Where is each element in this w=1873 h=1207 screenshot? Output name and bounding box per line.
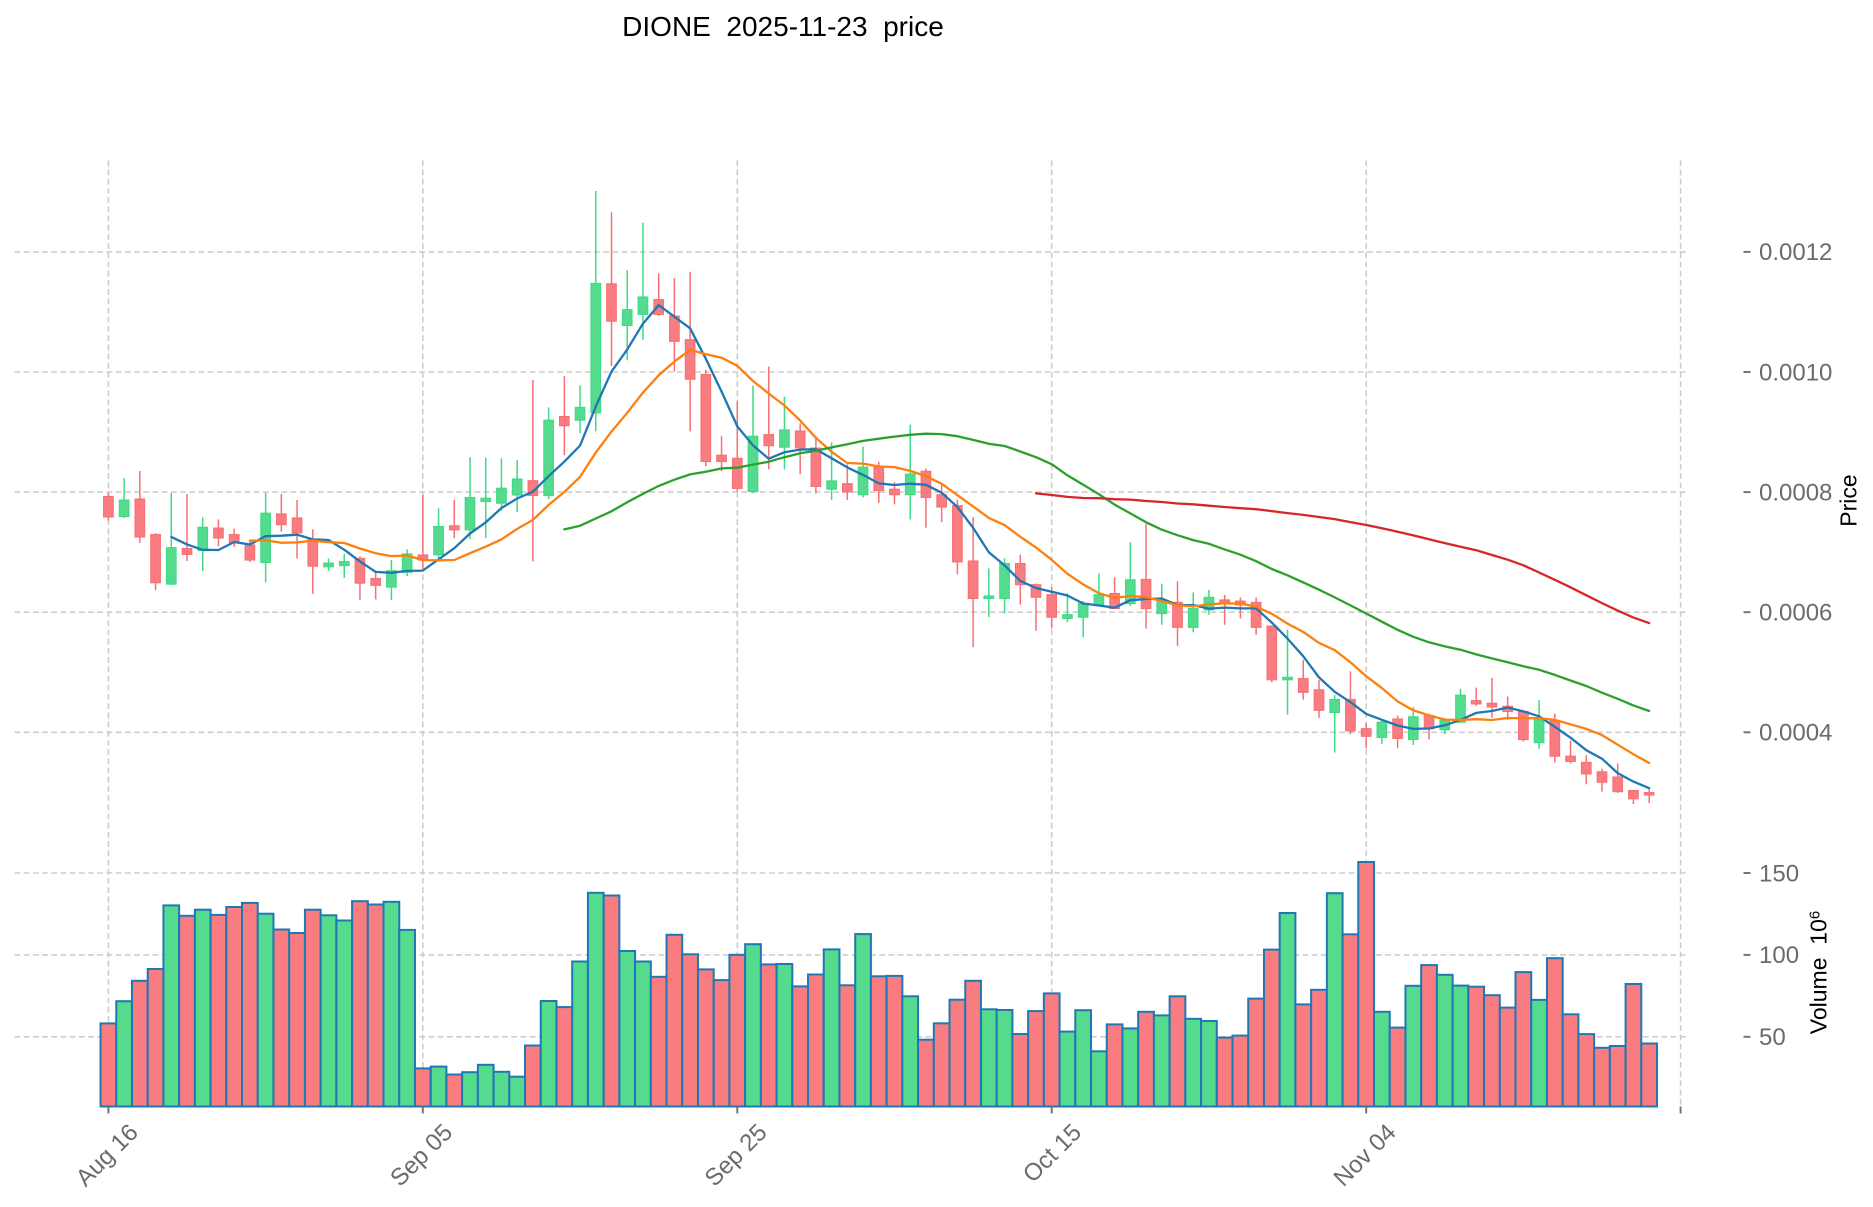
- svg-text:Volume 106: Volume 106: [1806, 911, 1832, 1034]
- svg-text:0.0006: 0.0006: [1759, 600, 1832, 627]
- svg-text:Price: Price: [1836, 474, 1862, 526]
- svg-text:0.0012: 0.0012: [1759, 239, 1832, 266]
- svg-text:150: 150: [1759, 860, 1799, 887]
- svg-text:0.0010: 0.0010: [1759, 359, 1832, 386]
- svg-text:DIONE 2025-11-23 price: DIONE 2025-11-23 price: [622, 11, 944, 42]
- svg-text:0.0008: 0.0008: [1759, 479, 1832, 506]
- svg-text:50: 50: [1759, 1024, 1786, 1051]
- svg-text:0.0004: 0.0004: [1759, 720, 1832, 747]
- svg-text:100: 100: [1759, 942, 1799, 969]
